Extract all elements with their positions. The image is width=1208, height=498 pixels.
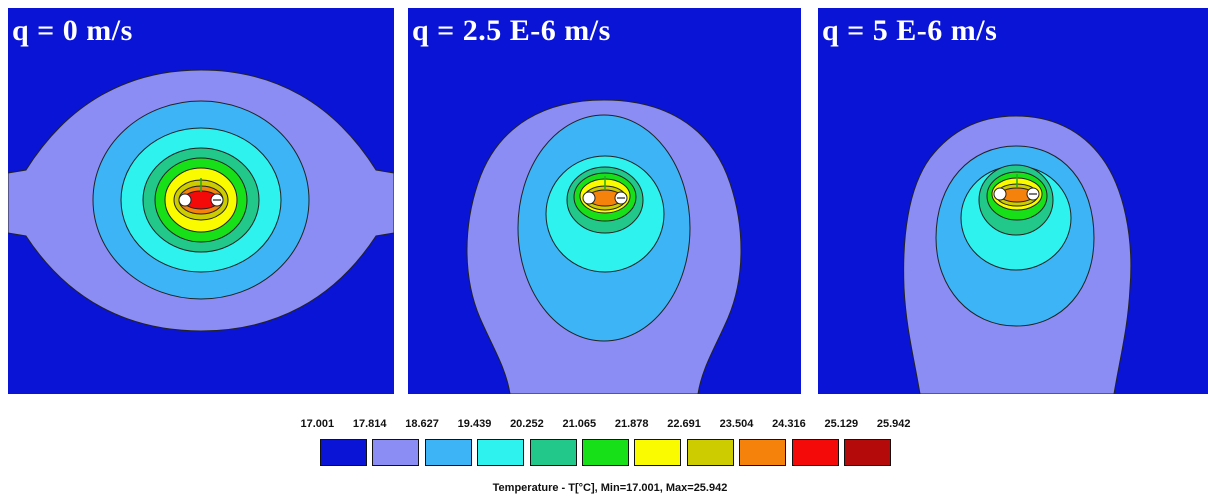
legend-swatch <box>844 439 891 466</box>
legend-swatch <box>582 439 629 466</box>
legend-swatch <box>686 439 734 466</box>
legend-value: 17.814 <box>352 418 387 430</box>
legend-value: 25.129 <box>824 418 859 430</box>
contour-panel-q0: q = 0 m/s <box>8 8 394 394</box>
temperature-contour-plot <box>903 115 1132 394</box>
temperature-contour-plot <box>466 99 742 394</box>
legend-value: 17.001 <box>300 418 335 430</box>
legend-swatch <box>739 439 787 466</box>
legend-swatch <box>320 439 367 466</box>
temperature-legend: 17.001 17.814 18.627 19.439 20.252 21.065 21.8… <box>300 418 920 496</box>
legend-value: 20.252 <box>510 418 544 430</box>
legend-value: 25.942 <box>876 418 911 430</box>
legend-swatch <box>529 439 577 466</box>
legend-value: 21.878 <box>614 418 649 430</box>
temperature-contour-plot <box>8 69 394 332</box>
legend-value: 24.316 <box>772 418 806 430</box>
legend-values: 17.001 17.814 18.627 19.439 20.252 21.065 21.8… <box>300 418 920 432</box>
contour-panel-q2-5e-6: q = 2.5 E-6 m/s <box>408 8 801 394</box>
legend-swatch <box>372 439 420 466</box>
legend-value: 21.065 <box>562 418 597 430</box>
legend-value: 23.504 <box>719 418 754 430</box>
legend-swatch <box>477 439 525 466</box>
legend-swatch <box>424 439 472 466</box>
contour-panel-q5e-6: q = 5 E-6 m/s <box>818 8 1208 394</box>
panel-title: q = 5 E-6 m/s <box>822 14 998 47</box>
panel-title: q = 0 m/s <box>12 14 133 47</box>
legend-value: 18.627 <box>405 418 439 430</box>
panel-title: q = 2.5 E-6 m/s <box>412 14 611 47</box>
legend-swatch <box>791 439 839 466</box>
legend-caption: Temperature - T[°C], Min=17.001, Max=25.… <box>492 482 728 494</box>
legend-value: 19.439 <box>457 418 492 430</box>
legend-value: 22.691 <box>667 418 701 430</box>
legend-swatch <box>634 439 682 466</box>
